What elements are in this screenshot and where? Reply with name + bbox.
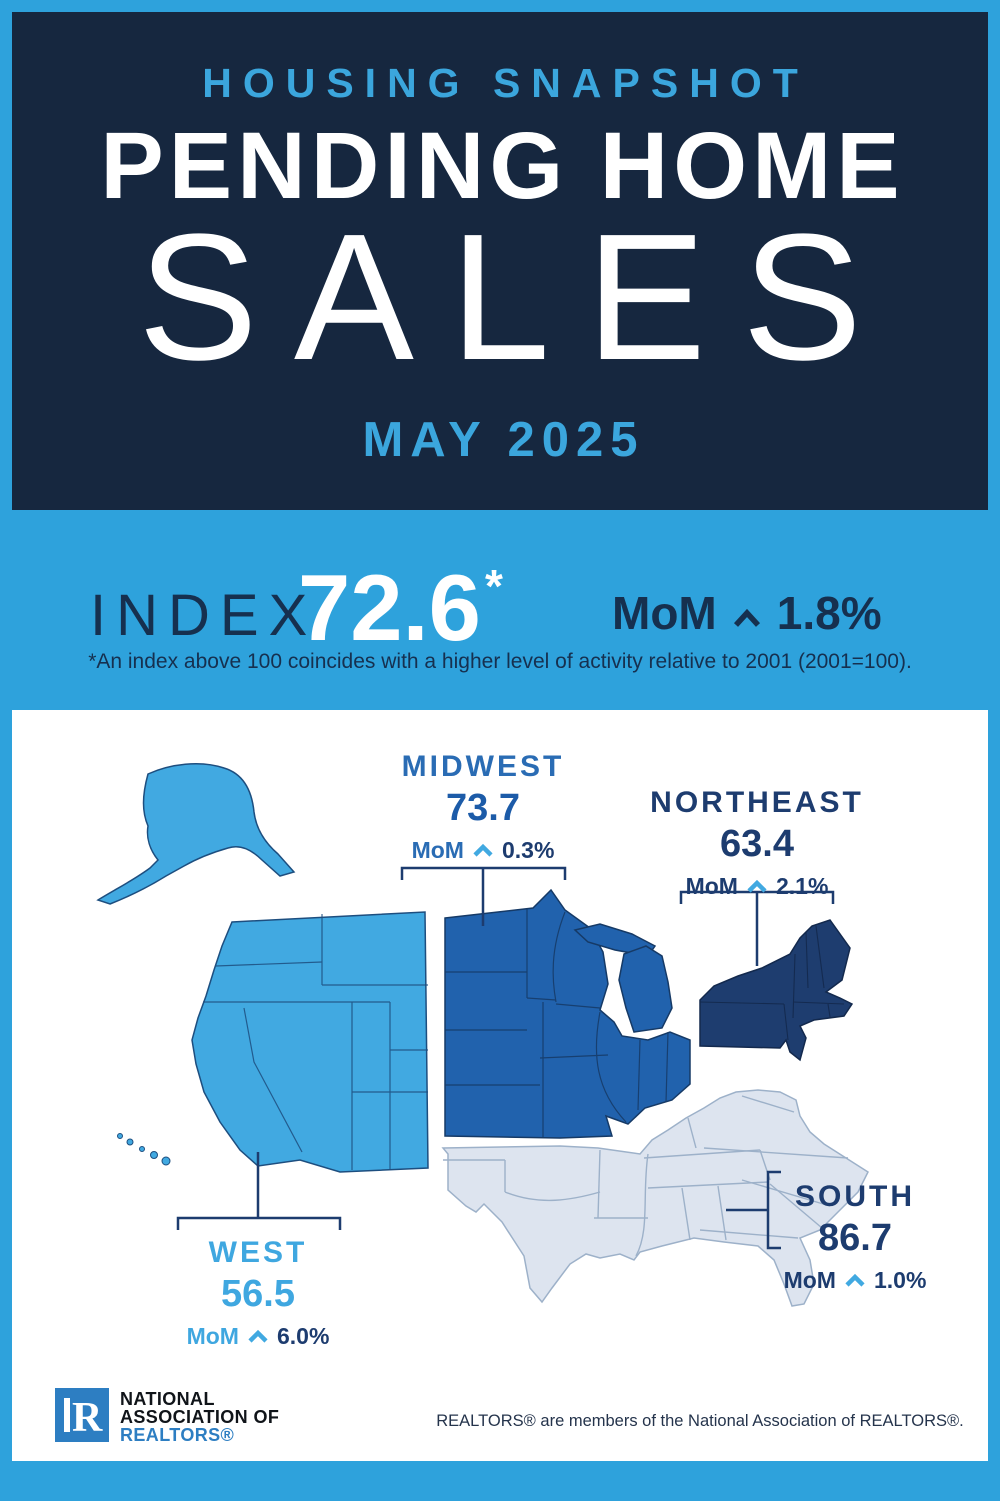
region-mom: MoM 1.0% [710, 1267, 1000, 1294]
mom-label: MoM [186, 1323, 239, 1349]
index-value-number: 72.6 [298, 555, 481, 660]
index-label: INDEX [90, 583, 318, 648]
mom-label: MoM [411, 837, 464, 863]
northeast-bracket [679, 890, 835, 966]
org-line-1: NATIONAL [120, 1389, 215, 1409]
nar-logo: R [55, 1388, 109, 1442]
index-value: 72.6* [298, 554, 503, 662]
header: HOUSING SNAPSHOT PENDING HOME SALES MAY … [12, 12, 988, 510]
org-name-block: NATIONAL ASSOCIATION OF REALTORS® [120, 1390, 279, 1444]
title-sales: SALES [137, 197, 899, 398]
up-chevron-icon [844, 1267, 866, 1294]
mom-label: MoM [612, 587, 717, 639]
index-asterisk: * [484, 559, 503, 612]
south-bracket [726, 1170, 781, 1250]
map-section: MIDWEST 73.7 MoM 0.3% NORTHEAST 63.4 MoM… [12, 710, 988, 1461]
mom-value: 2.1% [775, 873, 829, 899]
up-chevron-icon [247, 1323, 269, 1350]
disclaimer-text: REALTORS® are members of the National As… [436, 1412, 964, 1430]
region-mom: MoM 2.1% [607, 873, 907, 900]
map-region-south [441, 1089, 869, 1307]
report-period: MAY 2025 [362, 413, 645, 467]
south-shape [441, 1089, 869, 1307]
mom-value: 0.3% [501, 837, 555, 863]
midwest-state-borders [445, 908, 669, 1138]
map-region-midwest [444, 888, 691, 1139]
region-name: WEST [208, 1236, 308, 1269]
up-chevron-icon [746, 873, 768, 900]
callout-south: SOUTH 86.7 MoM 1.0% [710, 1180, 1000, 1294]
index-footnote: *An index above 100 coincides with a hig… [88, 650, 912, 673]
region-mom: MoM 6.0% [108, 1323, 408, 1350]
region-name: NORTHEAST [650, 786, 864, 819]
region-name: MIDWEST [401, 750, 565, 783]
callout-brackets [176, 866, 835, 1250]
map-region-west [96, 763, 429, 1173]
mom-value: 1.0% [873, 1267, 927, 1293]
region-index-value: 56.5 [221, 1273, 295, 1315]
midwest-bracket [400, 866, 567, 926]
mom-label: MoM [685, 873, 738, 899]
west-state-borders [203, 914, 428, 1170]
org-line-3: REALTORS® [120, 1425, 235, 1445]
us-regions-map [96, 763, 869, 1307]
callout-midwest: MIDWEST 73.7 MoM 0.3% [333, 750, 633, 864]
up-chevron-icon [472, 837, 494, 864]
west-bracket [176, 1152, 342, 1230]
callout-northeast: NORTHEAST 63.4 MoM 2.1% [607, 786, 907, 900]
west-hawaii-islands [117, 1133, 171, 1166]
up-chevron-icon [731, 586, 763, 640]
west-alaska-shape [96, 763, 296, 905]
midwest-michigan-lp-shape [618, 945, 673, 1033]
northeast-state-borders [699, 925, 845, 1041]
region-name: SOUTH [795, 1180, 915, 1213]
mom-value: 6.0% [276, 1323, 330, 1349]
callout-west: WEST 56.5 MoM 6.0% [108, 1236, 408, 1350]
midwest-main-shape [444, 888, 691, 1139]
map-region-northeast [699, 919, 854, 1062]
west-mainland-shape [191, 911, 429, 1173]
nar-logo-letter: R [72, 1395, 103, 1441]
index-band: INDEX 72.6* MoM 1.8% *An index above 100… [0, 510, 1000, 710]
national-mom: MoM 1.8% [612, 586, 882, 640]
region-mom: MoM 0.3% [333, 837, 633, 864]
region-index-value: 86.7 [818, 1217, 892, 1259]
mom-value: 1.8% [776, 587, 882, 639]
title-pending-home: PENDING HOME [100, 113, 905, 219]
region-index-value: 63.4 [720, 823, 794, 865]
northeast-shape [699, 919, 854, 1062]
mom-label: MoM [783, 1267, 836, 1293]
region-index-value: 73.7 [446, 787, 520, 829]
south-state-borders [443, 1095, 849, 1257]
org-line-2: ASSOCIATION OF [120, 1407, 280, 1427]
kicker-title: HOUSING SNAPSHOT [202, 60, 809, 106]
